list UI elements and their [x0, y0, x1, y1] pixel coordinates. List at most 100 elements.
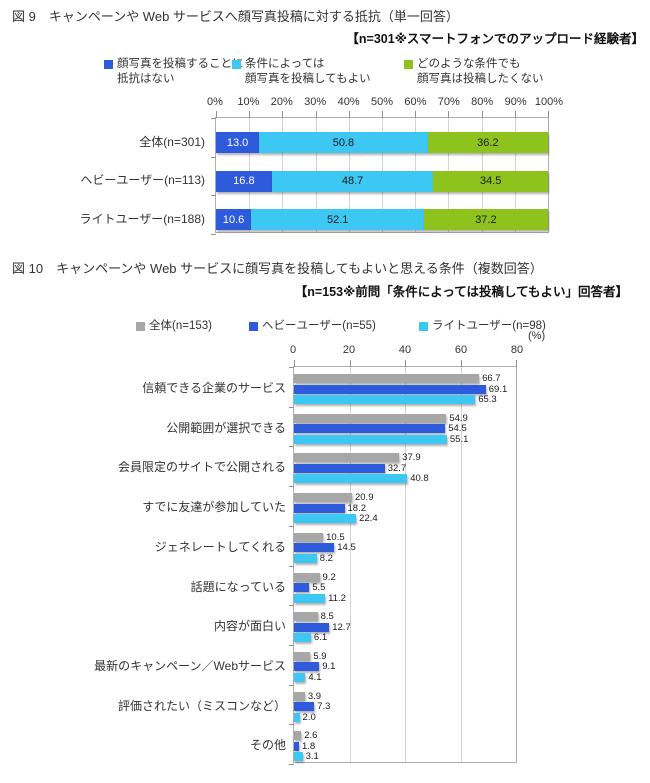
- axis-tick: [405, 360, 406, 367]
- legend-swatch-icon: [249, 322, 258, 331]
- fig9-bar-segment: 34.5: [433, 170, 548, 192]
- fig9-x-tick-label: 30%: [304, 96, 327, 108]
- fig10-bar: 9.2: [294, 572, 336, 583]
- axis-tick: [289, 367, 294, 368]
- fig9-title: 図 9 キャンペーンや Web サービスへ顔写真投稿に対する抵抗（単一回答）: [12, 9, 459, 24]
- legend-item: ライトユーザー(n=98): [419, 319, 546, 334]
- fig10-value-label: 4.1: [308, 671, 322, 683]
- fig10-bar: 66.7: [294, 373, 501, 384]
- fig10-bar: 7.3: [294, 701, 330, 712]
- axis-tick: [415, 111, 417, 118]
- fig10-value-label: 3.9: [307, 690, 322, 702]
- fig10-category-label: 公開範囲が選択できる: [166, 420, 286, 435]
- axis-tick: [382, 111, 383, 118]
- fig10-category-label: 話題になっている: [190, 579, 286, 594]
- fig10-x-tick-label: 20: [342, 344, 356, 356]
- fig9-value-label: 37.2: [475, 213, 497, 226]
- fig10-x-axis: 0 20 40 60 80: [290, 344, 523, 357]
- fig10-percent-unit-label: (%): [528, 330, 546, 342]
- legend-label: どのような条件でも 顔写真は投稿したくない: [417, 58, 544, 85]
- legend-item: ヘビーユーザー(n=55): [249, 319, 376, 334]
- fig10-bar: 54.5: [294, 423, 467, 434]
- fig10-value-label: 8.5: [320, 611, 334, 623]
- fig10-x-tick-label: 80: [510, 344, 524, 356]
- legend-label: 条件によっては 顔写真を投稿してもよい: [245, 58, 371, 85]
- fig10-value-label: 10.5: [326, 531, 345, 543]
- fig9-value-label: 52.1: [326, 213, 349, 226]
- fig9-bar-segment: 10.6: [216, 209, 252, 231]
- legend-label: ヘビーユーザー(n=55): [262, 320, 376, 332]
- fig10-value-label: 54.9: [449, 412, 468, 424]
- fig10-x-tick-label: 60: [454, 344, 468, 356]
- fig10-bar: 22.4: [294, 513, 378, 524]
- fig9-stacked-bar: 13.0 50.8 36.2: [216, 132, 548, 153]
- fig10-category-label: 最新のキャンペーン／Webサービス: [94, 658, 286, 673]
- legend-swatch-icon: [136, 322, 145, 331]
- fig9-stacked-bar: 16.8 48.7 34.5: [216, 170, 548, 192]
- fig10-value-label: 1.8: [301, 740, 316, 752]
- fig10-value-label: 37.9: [402, 452, 421, 464]
- fig10-bar: 14.5: [294, 542, 356, 553]
- fig10-value-label: 18.2: [347, 502, 367, 514]
- gridline: [349, 367, 351, 762]
- fig10-category-label: その他: [249, 738, 286, 753]
- axis-tick: [315, 111, 317, 118]
- fig9-x-tick-label: 40%: [337, 96, 360, 108]
- axis-tick: [289, 446, 294, 448]
- axis-tick: [289, 525, 294, 527]
- axis-tick: [548, 111, 549, 118]
- fig10-value-label: 55.1: [449, 433, 469, 445]
- fig9-x-tick-label: 60%: [404, 96, 427, 108]
- fig9-value-label: 13.0: [226, 136, 249, 149]
- fig10-bar: 9.1: [294, 661, 335, 672]
- fig10-category-label: 内容が面白い: [213, 619, 286, 634]
- axis-tick: [460, 360, 462, 367]
- axis-tick: [211, 234, 216, 235]
- fig9-value-label: 10.6: [222, 213, 245, 226]
- fig9-x-tick-label: 100%: [534, 96, 564, 108]
- fig10-bar: 4.1: [294, 672, 322, 683]
- fig9-category-label: 全体(n=301): [139, 134, 205, 149]
- fig10-value-label: 2.0: [302, 711, 316, 723]
- fig10-value-label: 66.7: [482, 373, 501, 384]
- axis-tick: [282, 111, 284, 118]
- fig10-bar: 32.7: [294, 463, 406, 474]
- axis-tick: [289, 684, 294, 686]
- axis-tick: [216, 111, 217, 118]
- axis-tick: [448, 111, 450, 118]
- legend-item: どのような条件でも 顔写真は投稿したくない: [404, 57, 544, 87]
- fig10-x-tick-label: 40: [398, 344, 412, 356]
- fig9-bar-segment: 48.7: [271, 170, 434, 192]
- fig10-bar: 3.9: [294, 691, 321, 702]
- fig10-bar: 8.2: [294, 553, 333, 564]
- fig9-bar-segment: 37.2: [424, 209, 548, 231]
- axis-tick: [289, 486, 294, 488]
- fig9-x-axis: 0% 10% 20% 30% 40% 50% 60% 70% 80% 90% 100%: [207, 96, 563, 109]
- axis-tick: [211, 195, 216, 197]
- axis-tick: [349, 360, 351, 367]
- legend-swatch-icon: [419, 322, 428, 331]
- fig10-bar: 40.8: [294, 473, 429, 484]
- fig10-bar: 55.1: [294, 434, 468, 445]
- legend-label: ライトユーザー(n=98): [432, 320, 546, 332]
- axis-tick: [249, 111, 251, 118]
- axis-tick: [211, 118, 216, 119]
- legend-swatch-icon: [232, 60, 241, 69]
- fig9-bar-segment: 52.1: [251, 209, 425, 231]
- fig9-x-tick-label: 70%: [437, 96, 460, 108]
- fig10-value-label: 32.7: [387, 462, 407, 474]
- fig10-title: 図 10 キャンペーンや Web サービスに顔写真を投稿してもよいと思える条件（…: [12, 261, 543, 276]
- axis-tick: [289, 724, 294, 726]
- fig10-bar: 54.9: [294, 413, 468, 424]
- gridline: [460, 367, 462, 762]
- fig10-bar: 65.3: [294, 394, 497, 405]
- legend-label: 全体(n=153): [149, 320, 212, 332]
- fig9-value-label: 34.5: [479, 175, 502, 188]
- fig10-value-label: 14.5: [337, 542, 356, 554]
- axis-tick: [289, 565, 294, 567]
- axis-tick: [516, 360, 517, 367]
- fig10-bar: 6.1: [294, 632, 327, 643]
- fig10-value-label: 54.5: [448, 423, 467, 435]
- fig10-category-label: 評価されたい（ミスコンなど）: [117, 698, 286, 713]
- fig10-category-label: 信頼できる企業のサービス: [142, 381, 286, 395]
